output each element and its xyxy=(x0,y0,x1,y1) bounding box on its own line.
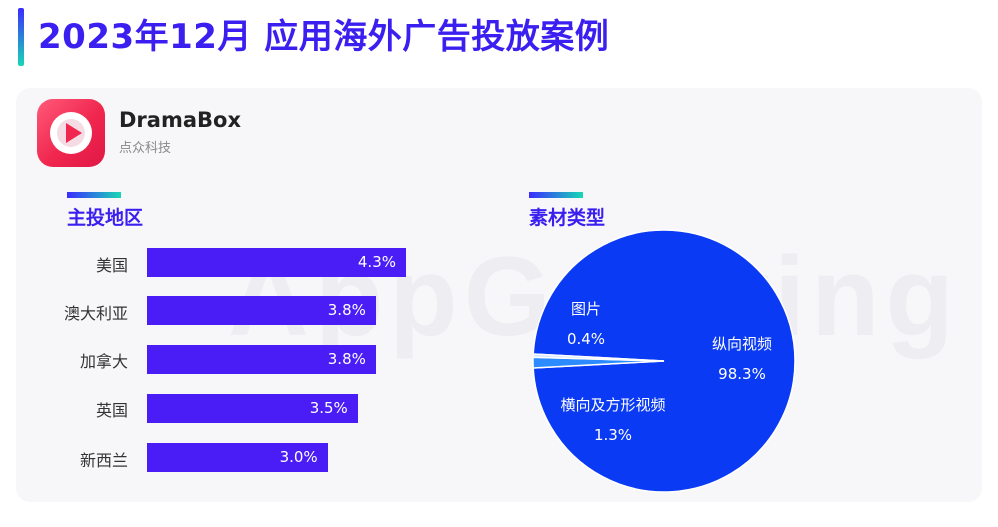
case-card xyxy=(16,88,982,502)
material-chart-title: 素材类型 xyxy=(529,207,606,229)
bar-canada: 3.8% xyxy=(147,345,376,374)
bar-label-uk: 英国 xyxy=(95,401,128,420)
material-section-accent xyxy=(529,192,583,198)
bar-label-us: 美国 xyxy=(95,256,128,275)
bar-label-new-zealand: 新西兰 xyxy=(79,451,128,470)
pie-value-landscape-square-video: 1.3% xyxy=(594,426,632,444)
bar-value-new-zealand: 3.0% xyxy=(279,448,318,466)
bar-australia: 3.8% xyxy=(147,296,376,325)
bar-value-us: 4.3% xyxy=(357,253,396,271)
bar-value-canada: 3.8% xyxy=(327,350,366,368)
pie-value-vertical-video: 98.3% xyxy=(718,365,766,383)
dramabox-logo-icon xyxy=(37,99,105,167)
app-name: DramaBox xyxy=(119,108,241,132)
bar-label-canada: 加拿大 xyxy=(79,352,128,371)
bar-us: 4.3% xyxy=(147,248,406,277)
pie-slice-vertical-video xyxy=(532,229,796,493)
region-section-accent xyxy=(67,192,121,198)
bar-label-australia: 澳大利亚 xyxy=(63,304,128,323)
pie-label-vertical-video: 纵向视频 xyxy=(712,335,772,353)
page-title: 2023年12月 应用海外广告投放案例 xyxy=(38,17,610,57)
pie-label-image: 图片 xyxy=(571,300,601,318)
bar-value-australia: 3.8% xyxy=(327,301,366,319)
pie-value-image: 0.4% xyxy=(567,330,605,348)
pie-slice-image xyxy=(532,353,665,362)
pie-label-landscape-square-video: 横向及方形视频 xyxy=(560,396,665,414)
bar-uk: 3.5% xyxy=(147,394,358,423)
bar-value-uk: 3.5% xyxy=(309,399,348,417)
title-accent-bar xyxy=(18,8,24,66)
region-chart-title: 主投地区 xyxy=(67,207,144,229)
bar-new-zealand: 3.0% xyxy=(147,443,328,472)
app-company: 点众科技 xyxy=(119,141,172,156)
